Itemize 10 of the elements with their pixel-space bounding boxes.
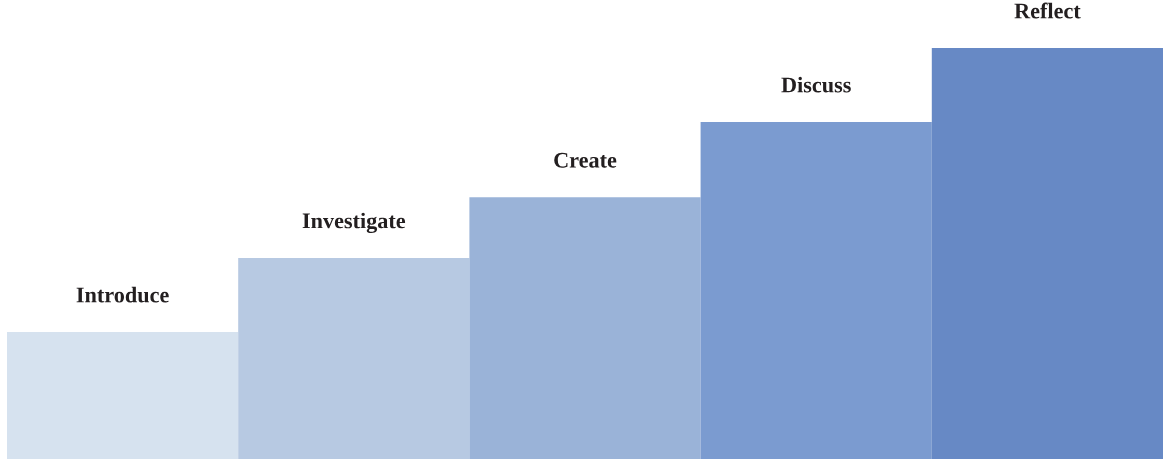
bar: [700, 121, 932, 459]
bar: [238, 258, 470, 459]
bar: [469, 197, 701, 459]
x-tick-label: Create: [554, 152, 617, 168]
x-tick-label: Introduce: [76, 286, 169, 303]
bar: [7, 332, 239, 459]
x-tick-label: Reflect: [1014, 2, 1081, 19]
bar: [931, 48, 1163, 459]
x-tick-label: Discuss: [781, 76, 851, 93]
x-tick-label: Investigate: [302, 212, 406, 234]
